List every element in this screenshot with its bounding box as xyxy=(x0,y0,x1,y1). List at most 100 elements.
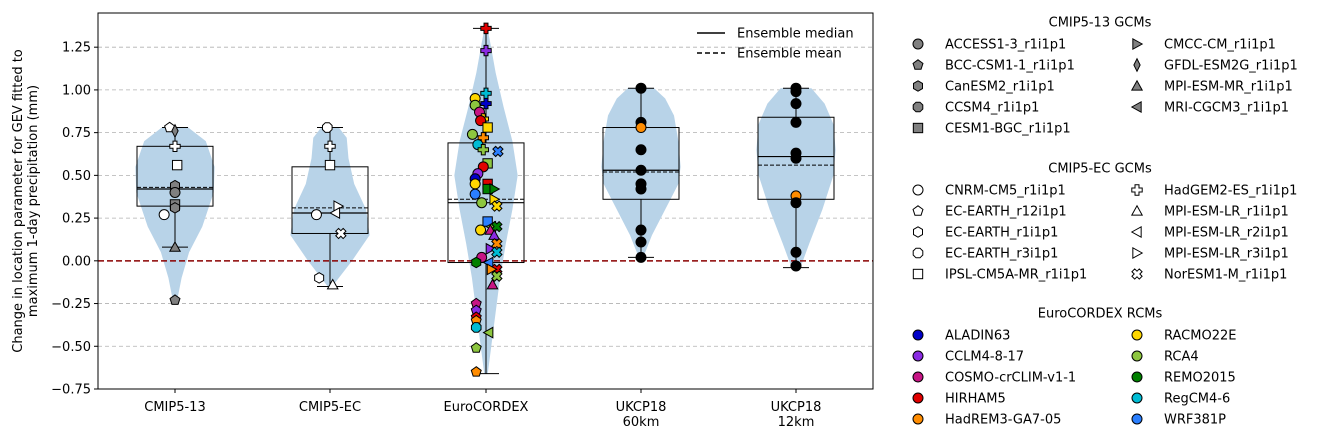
data-point xyxy=(482,326,494,339)
x-tick-label: UKCP18 xyxy=(771,400,822,415)
y-tick-label: 0.75 xyxy=(62,126,91,141)
data-point xyxy=(480,44,492,57)
legend-marker xyxy=(1132,37,1144,51)
legend-item-label: GFDL-ESM2G_r1i1p1 xyxy=(1164,59,1298,74)
legend-marker xyxy=(912,413,924,425)
legend-marker xyxy=(912,371,924,383)
data-point xyxy=(491,270,503,282)
data-point xyxy=(635,164,647,176)
legend-item-label: RegCM4-6 xyxy=(1164,392,1230,407)
legend-section-title: EuroCORDEX RCMs xyxy=(1038,307,1163,322)
legend-marker xyxy=(1131,413,1143,425)
legend-section: CMIP5-13 GCMs ACCESS1-3_r1i1p1 BCC-CSM1-1_… xyxy=(912,16,1298,137)
data-point xyxy=(480,97,492,110)
y-tick-label: 0.00 xyxy=(62,254,91,269)
data-point xyxy=(790,260,802,272)
data-point xyxy=(168,240,182,252)
legend-item-label: CanESM2_r1i1p1 xyxy=(945,80,1055,95)
data-points xyxy=(158,22,802,377)
legend-line-label: Ensemble median xyxy=(737,27,854,42)
x-tick-label: EuroCORDEX xyxy=(444,400,529,415)
legend-item-label: WRF381P xyxy=(1164,413,1226,428)
legend-section-title: CMIP5-13 GCMs xyxy=(1049,16,1152,31)
data-point xyxy=(470,366,482,377)
data-point xyxy=(169,294,181,305)
legend-marker xyxy=(1131,371,1143,383)
data-point xyxy=(169,140,181,153)
data-point xyxy=(486,278,499,290)
legend-section-title: CMIP5-EC GCMs xyxy=(1048,162,1152,177)
legend-section: CMIP5-EC GCMs CNRM-CM5_r1i1p1 EC-EARTH_r12… xyxy=(912,162,1297,283)
data-point xyxy=(475,224,487,236)
legend-marker xyxy=(912,226,924,238)
data-point xyxy=(471,256,482,269)
legend-marker xyxy=(912,268,924,280)
data-point xyxy=(635,82,647,94)
legend-marker xyxy=(912,101,924,113)
data-point xyxy=(491,200,503,212)
y-axis-label-line: maximum 1-day precipitation (mm) xyxy=(26,85,41,317)
legend-section: EuroCORDEX RCMs ALADIN63 CCLM4-8-17 COSMO-c… xyxy=(912,307,1236,428)
data-point xyxy=(470,342,482,353)
data-point xyxy=(321,122,333,133)
legend-item-label: MPI-ESM-LR_r1i1p1 xyxy=(1164,205,1289,220)
legend-marker xyxy=(1130,79,1144,91)
data-point xyxy=(635,144,647,156)
legend-marker xyxy=(912,184,924,196)
legend-item-label: EC-EARTH_r12i1p1 xyxy=(945,205,1067,220)
legend-item-label: RACMO22E xyxy=(1164,329,1236,344)
legend-marker xyxy=(912,122,924,134)
data-point xyxy=(314,272,325,284)
y-tick-label: −0.75 xyxy=(51,383,91,398)
legend-item-label: MRI-CGCM3_r1i1p1 xyxy=(1164,101,1289,116)
legend-item-label: CCLM4-8-17 xyxy=(945,350,1024,365)
data-point xyxy=(790,152,802,164)
y-tick-label: −0.50 xyxy=(51,340,91,355)
legend-item-label: EC-EARTH_r3i1p1 xyxy=(945,247,1058,262)
legend-marker xyxy=(912,80,924,92)
legend-marker xyxy=(1131,184,1143,196)
data-point xyxy=(790,86,802,98)
data-point xyxy=(164,121,176,133)
x-tick-label: 60km xyxy=(623,415,660,430)
data-point xyxy=(482,122,493,133)
data-point xyxy=(335,227,347,240)
data-point xyxy=(169,202,181,214)
y-tick-label: 1.25 xyxy=(62,41,91,56)
legend-marker xyxy=(1133,57,1141,73)
data-point xyxy=(329,206,341,220)
legend-marker xyxy=(1131,392,1143,404)
legend-marker xyxy=(1131,268,1143,280)
data-point xyxy=(790,197,802,209)
data-point xyxy=(476,197,488,209)
data-point xyxy=(790,98,802,110)
axes: −0.75 −0.50 −0.25 0.00 0.25 0.50 0.75 1.00 1.25 C… xyxy=(11,12,874,430)
legend-item-label: HadGEM2-ES_r1i1p1 xyxy=(1164,184,1297,199)
data-point xyxy=(492,145,504,158)
y-tick-label: 1.00 xyxy=(62,83,91,98)
data-point xyxy=(169,186,181,198)
legend-item-label: HIRHAM5 xyxy=(945,392,1006,407)
data-point xyxy=(310,209,322,221)
x-tick-label: CMIP5-EC xyxy=(299,400,361,415)
model-legend: CMIP5-13 GCMs ACCESS1-3_r1i1p1 BCC-CSM1-1_… xyxy=(912,16,1298,428)
data-point xyxy=(486,263,498,276)
legend-item-label: CESM1-BGC_r1i1p1 xyxy=(945,122,1071,137)
x-tick-label: CMIP5-13 xyxy=(144,400,205,415)
legend-item-label: NorESM1-M_r1i1p1 xyxy=(1164,268,1287,283)
data-point xyxy=(635,122,647,134)
legend-item-label: IPSL-CM5A-MR_r1i1p1 xyxy=(945,268,1087,283)
legend-marker xyxy=(1130,100,1142,114)
legend-marker xyxy=(912,329,924,341)
data-point xyxy=(635,224,647,236)
ensemble-line-legend: Ensemble median Ensemble mean xyxy=(697,27,854,62)
legend-marker xyxy=(912,59,924,70)
data-point xyxy=(324,140,336,153)
data-point xyxy=(469,178,481,190)
legend-marker xyxy=(1131,350,1143,362)
data-point xyxy=(480,22,492,35)
legend-marker xyxy=(912,350,924,362)
x-tick-label: UKCP18 xyxy=(616,400,667,415)
legend-item-label: REMO2015 xyxy=(1164,371,1236,386)
